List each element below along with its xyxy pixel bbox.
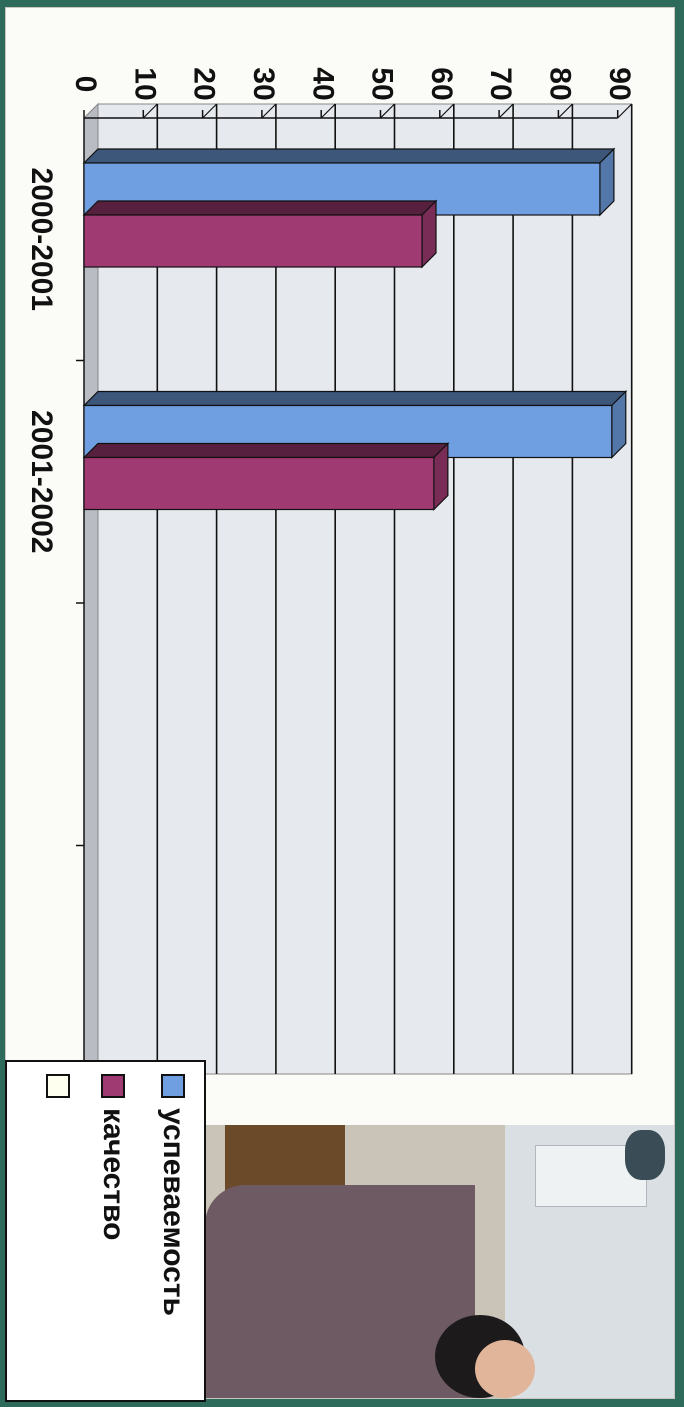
category-label: 2001-2002 [25, 410, 58, 553]
bar-top-face [82, 148, 616, 164]
gridline-diagonal [380, 103, 395, 119]
bar-top-face [82, 442, 450, 459]
value-axis-label: 90 [603, 67, 636, 100]
value-axis-label: 80 [543, 67, 576, 100]
bar-top-face [82, 390, 628, 407]
gridline-diagonal [142, 103, 158, 119]
legend-label-series-1: успеваемость [157, 1108, 190, 1316]
legend-swatch-series-2 [101, 1074, 125, 1098]
legend-swatch-series-1 [161, 1074, 185, 1098]
bar [83, 214, 423, 268]
legend-item-series-1: успеваемость [156, 1074, 190, 1316]
chart-legend: успеваемость качество [5, 1060, 206, 1402]
gridline-diagonal [439, 103, 455, 119]
value-axis-label: 40 [306, 67, 339, 100]
gridline-diagonal [202, 103, 218, 119]
value-axis-label: 60 [425, 67, 458, 100]
background-photo [205, 1125, 674, 1398]
gridline-diagonal [617, 103, 633, 119]
value-axis-label: 30 [247, 67, 280, 100]
gridline-diagonal [498, 103, 514, 119]
value-axis-label: 0 [69, 76, 102, 93]
gridline-diagonal [320, 103, 336, 119]
gridline-diagonal [261, 103, 277, 119]
bar-top-face [82, 200, 438, 216]
category-label: 2000-2001 [25, 168, 58, 311]
value-axis-label: 20 [188, 67, 221, 100]
value-axis-label: 70 [484, 67, 517, 100]
legend-item-series-3 [46, 1074, 70, 1108]
value-axis-label: 50 [366, 67, 399, 100]
gridline-diagonal [557, 103, 573, 119]
legend-label-series-2: качество [97, 1108, 130, 1241]
legend-item-series-2: качество [96, 1074, 130, 1240]
legend-swatch-series-3 [46, 1074, 70, 1098]
bar [83, 456, 435, 511]
value-axis-label: 10 [128, 67, 161, 100]
